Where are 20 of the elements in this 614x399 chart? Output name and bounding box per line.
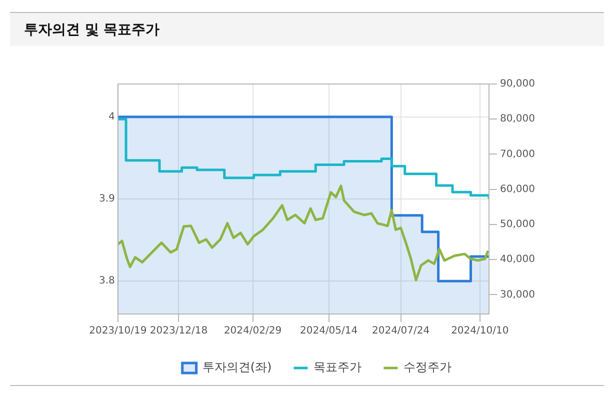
x-tick-label: 2024/02/29 [224,326,282,337]
y2-tick-label: 70,000 [500,148,536,160]
y2-tick-label: 90,000 [500,78,536,90]
x-tick-label: 2024/10/10 [451,326,509,337]
y-tick-label: 3.8 [98,276,115,287]
y2-tick-label: 40,000 [500,254,536,266]
y2-tick-label: 30,000 [500,289,536,300]
y2-tick-label: 80,000 [500,114,536,125]
x-tick-label: 2023/10/19 [89,326,147,337]
legend-label: 목표주가 [314,360,362,374]
chart-title: 투자의견 및 목표주가 [24,21,160,39]
legend-label: 투자의견(좌) [202,360,272,374]
x-tick-label: 2024/07/24 [372,326,430,337]
y2-tick-label: 50,000 [500,219,536,230]
y-tick-label: 4 [108,111,115,122]
legend-label: 수정주가 [404,360,452,374]
x-tick-label: 2024/05/14 [300,326,358,337]
y-tick-label: 3.9 [98,194,115,205]
x-tick-label: 2023/12/18 [150,326,208,337]
y2-tick-label: 60,000 [500,184,536,195]
